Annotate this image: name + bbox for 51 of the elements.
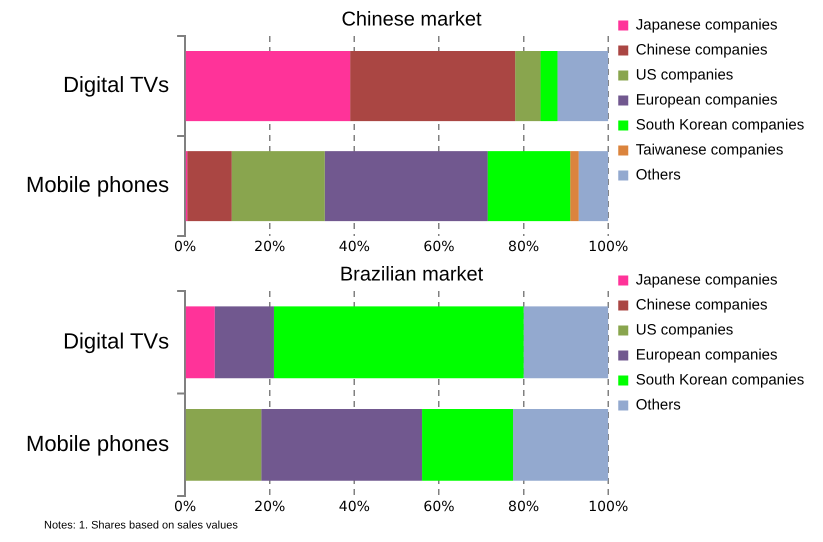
bar: [524, 306, 608, 378]
x-tick-label: 80%: [508, 499, 540, 516]
y-tick-label: Mobile phones: [26, 430, 170, 456]
y-tick-label: Mobile phones: [26, 172, 170, 198]
bar: [515, 51, 541, 122]
bar: [540, 51, 558, 122]
x-tick-label: 80%: [508, 239, 540, 256]
bar: [557, 51, 608, 122]
legend-label: South Korean companies: [636, 116, 804, 134]
bar: [214, 306, 274, 378]
legend-label: Others: [636, 166, 681, 184]
bar: [488, 151, 570, 222]
chart-title: Brazilian market: [340, 264, 484, 286]
legend-label: Others: [636, 396, 681, 414]
x-tick-label: 20%: [254, 239, 286, 256]
legend-label: Chinese companies: [636, 296, 768, 314]
bar: [261, 408, 422, 481]
bar: [274, 306, 524, 378]
bar: [187, 151, 232, 222]
x-tick-label: 0%: [174, 239, 196, 256]
legend-label: European companies: [636, 346, 778, 364]
legend-label: European companies: [636, 92, 778, 109]
x-tick-label: 20%: [254, 499, 286, 516]
text: Notes: 1. Shares based on sales values: [44, 520, 238, 532]
x-tick-label: 40%: [338, 239, 370, 256]
x-tick-label: 100%: [588, 239, 628, 256]
legend-label: Japanese companies: [636, 16, 778, 34]
legend-label: US companies: [636, 66, 734, 84]
x-tick-label: 60%: [423, 239, 455, 256]
x-tick-label: 40%: [338, 499, 370, 516]
chart-title: Chinese market: [341, 8, 482, 31]
legend-label: Taiwanese companies: [636, 142, 784, 159]
legend-label: Japanese companies: [636, 272, 778, 289]
bar: [186, 408, 262, 481]
bar: [232, 151, 325, 222]
y-tick-label: Digital TVs: [63, 328, 170, 354]
bar: [513, 408, 608, 481]
legend-label: US companies: [636, 322, 734, 339]
x-tick-label: 0%: [174, 499, 196, 516]
bar: [422, 408, 514, 481]
x-tick-label: 60%: [423, 499, 455, 516]
legend-label: South Korean companies: [636, 372, 804, 389]
bar: [570, 151, 579, 222]
bar: [186, 306, 215, 378]
legend-label: Chinese companies: [636, 42, 768, 59]
bar: [578, 151, 608, 222]
x-tick-label: 100%: [588, 499, 628, 516]
bar: [186, 51, 350, 122]
bar: [350, 51, 516, 122]
bar: [324, 151, 488, 222]
y-tick-label: Digital TVs: [63, 72, 170, 98]
